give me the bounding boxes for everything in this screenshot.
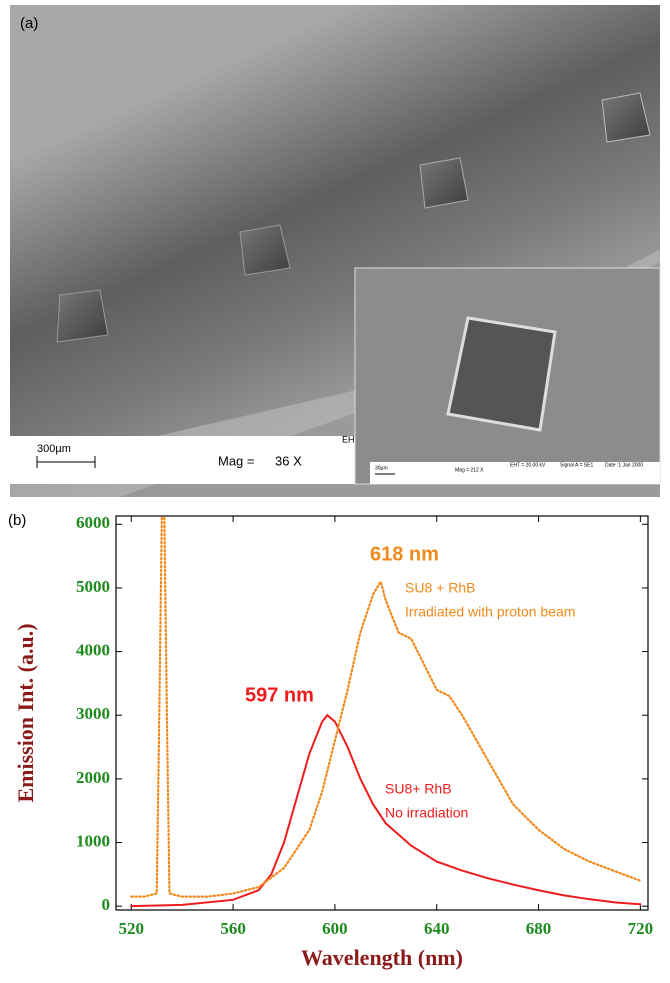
- panel-label: (a): [20, 15, 38, 32]
- y-tick-label: 2000: [76, 768, 110, 787]
- mag-label: Mag =: [218, 453, 255, 468]
- figure: 300µm Mag = 36 X EH 30µm Mag = 212 X EHT…: [0, 0, 670, 978]
- y-tick-label: 6000: [76, 513, 110, 532]
- inset-square: [448, 318, 555, 430]
- sem-square: [57, 290, 108, 342]
- y-tick-label: 1000: [76, 831, 110, 850]
- x-axis-title: Wavelength (nm): [301, 945, 463, 970]
- annotation: 597 nm: [245, 684, 314, 706]
- annotation: Irradiated with proton beam: [405, 604, 575, 620]
- sem-square: [420, 158, 468, 208]
- inset-date: Date :1 Jan 2000: [605, 462, 643, 468]
- annotation: 618 nm: [370, 543, 439, 565]
- y-tick-label: 3000: [76, 704, 110, 723]
- x-tick-label: 600: [322, 919, 348, 938]
- x-tick-label: 640: [424, 919, 450, 938]
- annotation: SU8+ RhB: [385, 781, 452, 797]
- y-tick-label: 4000: [76, 640, 110, 659]
- x-tick-label: 720: [628, 919, 654, 938]
- inset-eht: EHT = 20.00 kV: [510, 462, 546, 468]
- inset-scale: 30µm: [375, 465, 388, 471]
- panel-label: (b): [8, 512, 26, 529]
- annotation: No irradiation: [385, 805, 468, 821]
- sem-image: 300µm Mag = 36 X EH 30µm Mag = 212 X EHT…: [10, 5, 660, 497]
- inset-signal: Signal A = SE1: [560, 462, 593, 468]
- corner-text: EH: [342, 434, 355, 444]
- y-tick-label: 5000: [76, 577, 110, 596]
- series-line: [131, 518, 640, 897]
- x-tick-label: 560: [220, 919, 246, 938]
- inset-mag: Mag = 212 X: [455, 467, 484, 473]
- annotation: SU8 + RhB: [405, 580, 475, 596]
- inset: 30µm Mag = 212 X EHT = 20.00 kV Signal A…: [355, 268, 660, 484]
- x-tick-label: 680: [526, 919, 552, 938]
- y-tick-label: 0: [102, 895, 111, 914]
- y-axis-title: Emission Int. (a.u.): [13, 623, 38, 802]
- mag-value: 36 X: [275, 453, 302, 468]
- x-tick-label: 520: [119, 919, 145, 938]
- scale-bar-label: 300µm: [37, 443, 71, 455]
